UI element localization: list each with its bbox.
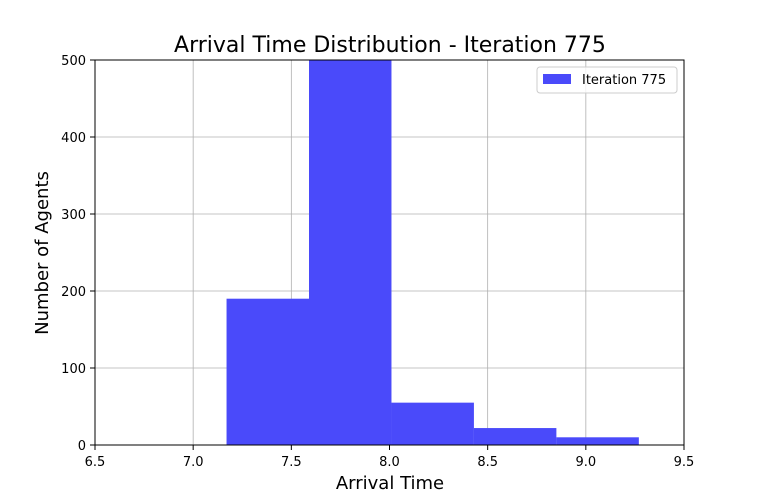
histogram-bar: [391, 402, 474, 445]
chart-title: Arrival Time Distribution - Iteration 77…: [174, 33, 606, 58]
legend: Iteration 775: [536, 66, 678, 94]
legend-swatch: [543, 74, 571, 84]
legend-label: Iteration 775: [582, 73, 666, 88]
histogram-bar: [226, 298, 310, 445]
x-tick-label: 7.0: [183, 455, 204, 470]
histogram-bar: [309, 60, 392, 445]
y-tick-label: 300: [61, 208, 86, 223]
x-tick-label: 7.5: [281, 455, 302, 470]
y-tick-label: 200: [61, 285, 86, 300]
y-tick-label: 500: [61, 54, 86, 69]
x-axis-label: Arrival Time: [336, 473, 444, 494]
y-axis-label: Number of Agents: [32, 171, 53, 335]
x-tick-label: 6.5: [85, 455, 106, 470]
y-axis-ticks: 0 100 200 300 400 500: [61, 54, 95, 454]
bars: [226, 60, 639, 445]
x-tick-label: 8.5: [477, 455, 498, 470]
x-tick-label: 9.0: [575, 455, 596, 470]
histogram-bar: [556, 437, 639, 445]
histogram-bar: [473, 428, 557, 445]
y-tick-label: 400: [61, 131, 86, 146]
x-tick-label: 9.5: [674, 455, 695, 470]
x-axis-ticks: 6.5 7.0 7.5 8.0 8.5 9.0 9.5: [85, 445, 695, 470]
legend-box: [536, 66, 678, 94]
y-tick-label: 0: [78, 439, 86, 454]
x-tick-label: 8.0: [379, 455, 400, 470]
y-tick-label: 100: [61, 362, 86, 377]
